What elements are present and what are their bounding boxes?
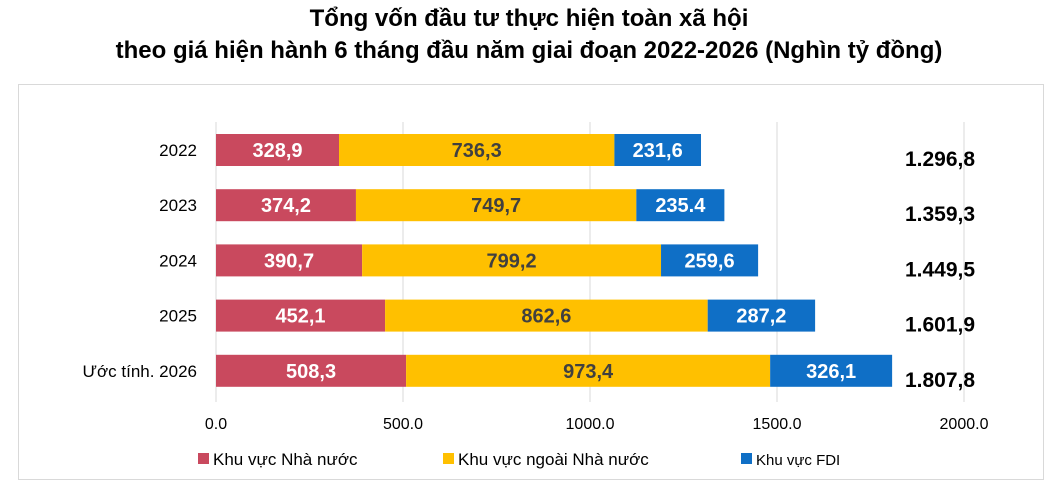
bar-segment <box>385 299 708 332</box>
bar-segment <box>216 189 356 222</box>
chart-title-line-1: Tổng vốn đầu tư thực hiện toàn xã hội <box>309 5 749 32</box>
bar-segment <box>707 299 816 332</box>
bar-segment <box>406 354 771 387</box>
bar-segment <box>636 189 725 222</box>
data-label: 328,9 <box>252 140 302 162</box>
bar-segment <box>614 134 702 166</box>
legend-label: Khu vực FDI <box>756 452 840 469</box>
bar-segment <box>339 134 615 166</box>
bar-segment <box>216 354 407 387</box>
legend-label: Khu vực Nhà nước <box>213 450 358 469</box>
chart-title-line-2: theo giá hiện hành 6 tháng đầu năm giai … <box>115 37 943 64</box>
x-tick-label: 1000.0 <box>566 416 615 433</box>
bar-segment <box>355 189 637 222</box>
bar-segment <box>362 244 662 277</box>
total-label: 1.807,8 <box>905 369 975 392</box>
category-label: Ước tính. 2026 <box>82 362 197 381</box>
x-tick-label: 1500.0 <box>753 416 802 433</box>
total-label: 1.449,5 <box>905 258 975 281</box>
data-label: 452,1 <box>276 306 326 328</box>
bar-segment <box>661 244 759 277</box>
legend-swatch <box>198 453 209 464</box>
total-label: 1.296,8 <box>905 148 975 171</box>
bar-segment <box>216 134 340 166</box>
category-label: 2023 <box>159 196 197 215</box>
data-label: 287,2 <box>736 306 786 328</box>
data-label: 326,1 <box>806 361 856 383</box>
bar-segment <box>216 299 386 332</box>
total-label: 1.601,9 <box>905 314 975 337</box>
total-label: 1.359,3 <box>905 203 975 226</box>
bar-segment <box>216 244 363 277</box>
data-label: 374,2 <box>261 195 311 217</box>
chart-frame <box>18 84 1044 480</box>
category-label: 2024 <box>159 251 197 270</box>
data-label: 390,7 <box>264 250 314 272</box>
legend-label: Khu vực ngoài Nhà nước <box>458 450 649 469</box>
data-label: 508,3 <box>286 361 336 383</box>
data-label: 862,6 <box>521 306 571 328</box>
x-tick-label: 0.0 <box>205 416 227 433</box>
data-label: 235.4 <box>655 195 706 217</box>
data-label: 973,4 <box>563 361 614 383</box>
bar-segment <box>770 354 893 387</box>
category-label: 2025 <box>159 307 197 326</box>
data-label: 736,3 <box>452 140 502 162</box>
data-label: 231,6 <box>633 140 683 162</box>
x-tick-label: 500.0 <box>383 416 423 433</box>
data-label: 799,2 <box>487 250 537 272</box>
category-label: 2022 <box>159 141 197 160</box>
data-label: 749,7 <box>471 195 521 217</box>
legend-swatch <box>443 453 454 464</box>
x-tick-label: 2000.0 <box>940 416 989 433</box>
legend-swatch <box>741 453 752 464</box>
data-label: 259,6 <box>685 250 735 272</box>
